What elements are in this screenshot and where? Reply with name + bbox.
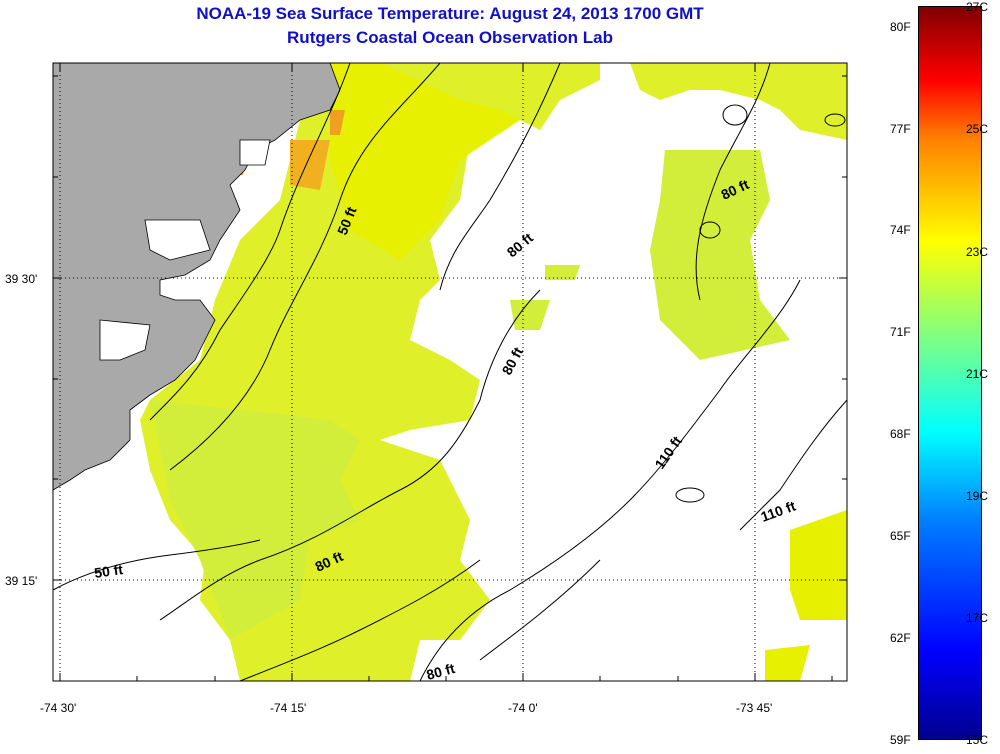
colorbar-f-label: 68F [890,427,911,441]
contour-label: 110 ft [651,433,685,472]
land-area [53,63,341,491]
y-tick-label: 39 30' [5,272,37,286]
x-tick-label: -74 15' [270,701,306,715]
map-title: NOAA-19 Sea Surface Temperature: August … [196,4,704,23]
colorbar-f-label: 65F [890,529,911,543]
colorbar-c-label: 25C [966,122,989,136]
contour-label: 50 ft [93,561,124,581]
temperature-colorbar [918,6,982,740]
tick-marks [53,63,847,681]
colorbar-c-label: 15C [966,733,989,747]
sst-coverage [140,63,847,681]
contour-label: 110 ft [759,497,798,524]
x-tick-label: -74 30' [40,701,76,715]
plot-frame [52,62,848,682]
colorbar-f-label: 74F [890,223,911,237]
contour-label: 80 ft [425,660,457,683]
colorbar-f-label: 71F [890,325,911,339]
colorbar-f-label: 62F [890,631,911,645]
colorbar-c-label: 21C [966,367,989,381]
x-tick-label: -73 45' [736,701,772,715]
colorbar-c-label: 23C [966,245,989,259]
x-tick-label: -74 0' [508,701,538,715]
colorbar-f-label: 77F [890,122,911,136]
colorbar-f-label: 59F [890,733,911,747]
colorbar-c-label: 27C [966,0,989,14]
map-subtitle: Rutgers Coastal Ocean Observation Lab [287,28,613,47]
colorbar-f-label: 80F [890,20,911,34]
graticule [53,63,847,681]
contour-label: 80 ft [504,229,537,260]
colorbar-c-label: 19C [966,489,989,503]
colorbar-c-label: 17C [966,611,989,625]
contour-label: 80 ft [499,344,527,377]
bathymetry-contours [53,63,847,681]
y-tick-label: 39 15' [5,574,37,588]
